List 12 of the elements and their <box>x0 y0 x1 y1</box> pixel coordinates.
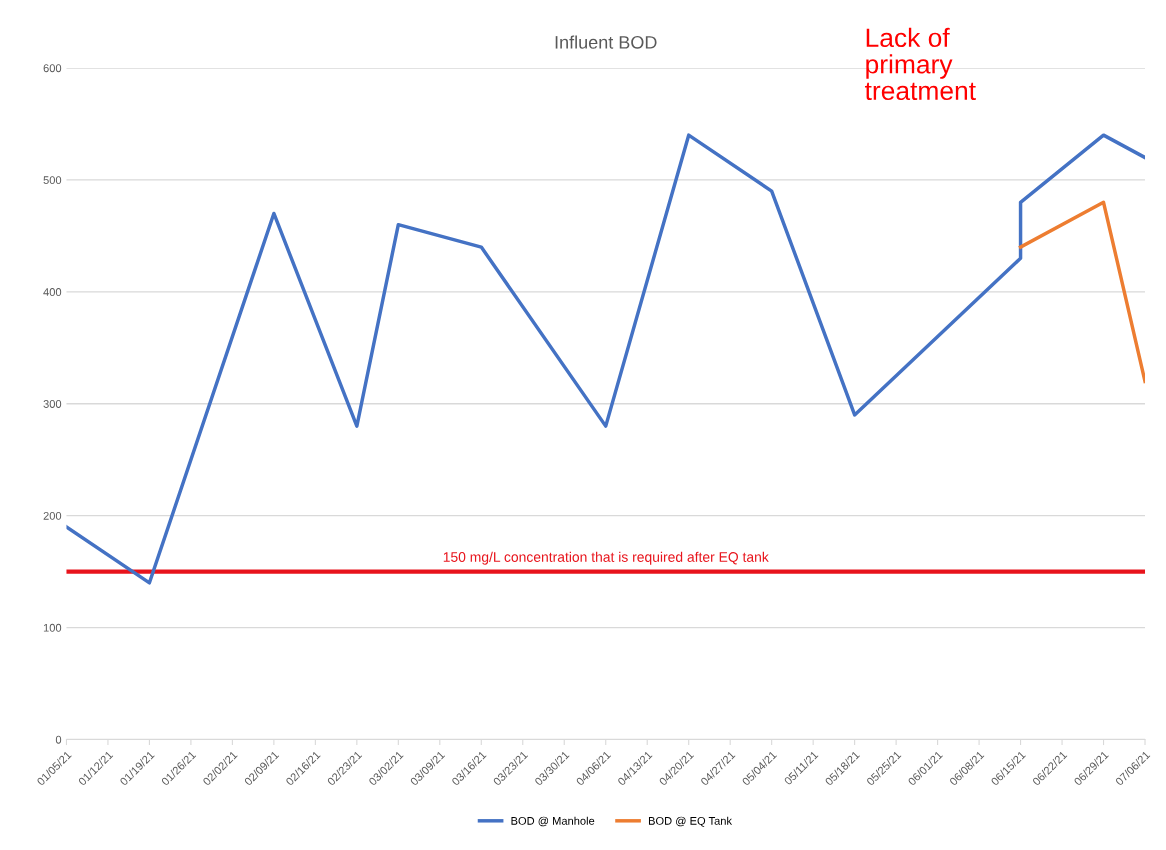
chart-title: Influent BOD <box>555 35 657 49</box>
y-tick-label: 300 <box>43 400 62 408</box>
y-tick-label: 200 <box>43 511 62 520</box>
y-tick-label: 600 <box>43 64 62 73</box>
legend-label: BOD @ Manhole <box>511 816 595 827</box>
y-tick-label: 100 <box>43 623 62 632</box>
y-tick-label: 0 <box>55 735 62 744</box>
y-tick-label: 400 <box>43 288 62 296</box>
ref-line-label: 150 mg/L concentration that is required after EQ tank <box>443 551 769 565</box>
legend-label: BOD @ EQ Tank <box>648 816 733 827</box>
y-tick-label: 500 <box>43 176 62 185</box>
annotation: Lack of primary treatment <box>864 27 976 101</box>
